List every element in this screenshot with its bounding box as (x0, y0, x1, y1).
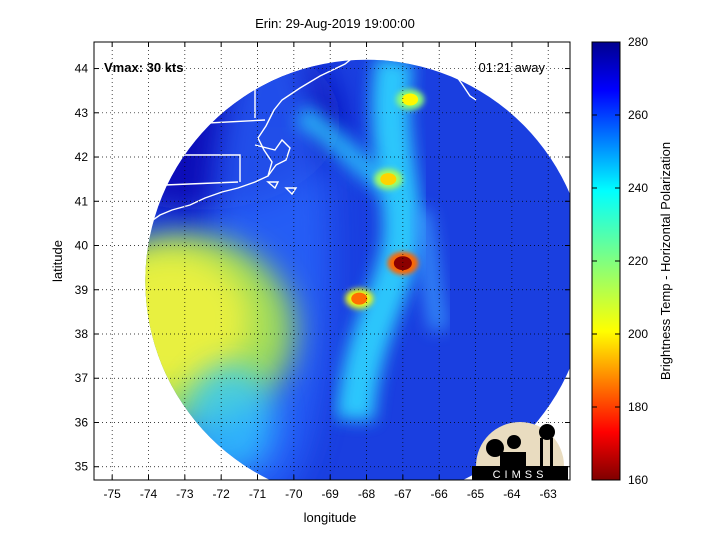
vmax-annotation: Vmax: 30 kts (104, 60, 184, 75)
colorbar-tick-label: 160 (628, 473, 648, 487)
x-tick-label: -63 (540, 487, 558, 501)
cimss-logo: CIMSS (472, 422, 568, 481)
y-tick-label: 39 (75, 283, 89, 297)
colorbar-label: Brightness Temp - Horizontal Polarizatio… (658, 142, 673, 380)
y-axis-label: latitude (50, 240, 65, 282)
colorbar-tick-label: 260 (628, 108, 648, 122)
storm-core-center (393, 256, 412, 271)
y-tick-label: 38 (75, 327, 89, 341)
axis-ticks: -75 -74 -73 -72 -71 -70 -69 -68 -67 -66 -65 -64 -63 3… (75, 42, 570, 501)
water-tower-icon (539, 424, 555, 440)
cell-2 (402, 93, 419, 106)
colorbar-tick-label: 240 (628, 181, 648, 195)
y-tick-label: 41 (75, 194, 89, 208)
y-tick-label: 40 (75, 239, 89, 253)
y-tick-label: 43 (75, 106, 89, 120)
colorbar-tick-label: 280 (628, 35, 648, 49)
x-tick-label: -70 (285, 487, 303, 501)
colorbar-tick-label: 180 (628, 400, 648, 414)
x-tick-label: -72 (213, 487, 231, 501)
plot-frame (93, 41, 571, 481)
x-tick-label: -69 (322, 487, 340, 501)
y-tick-label: 35 (75, 460, 89, 474)
storm-features (345, 89, 425, 309)
colorbar: 160 180 200 220 240 260 280 Brightness Temp - … (591, 35, 673, 487)
y-tick-label: 42 (75, 150, 89, 164)
x-tick-label: -75 (103, 487, 121, 501)
satellite-dish-icon (486, 439, 504, 457)
x-tick-label: -67 (394, 487, 412, 501)
x-tick-label: -73 (176, 487, 194, 501)
x-tick-label: -66 (431, 487, 449, 501)
y-tick-label: 44 (75, 62, 89, 76)
cell-1 (351, 292, 368, 305)
y-tick-label: 37 (75, 371, 89, 385)
x-tick-label: -64 (503, 487, 521, 501)
x-tick-label: -71 (249, 487, 267, 501)
x-axis-label: longitude (304, 510, 357, 525)
rainband-north (380, 173, 397, 186)
colorbar-tick-label: 220 (628, 254, 648, 268)
time-offset-annotation: 01:21 away (479, 60, 546, 75)
coastline (94, 42, 521, 316)
x-tick-label: -68 (358, 487, 376, 501)
x-tick-label: -65 (467, 487, 485, 501)
logo-text: CIMSS (493, 469, 548, 481)
chart-title: Erin: 29-Aug-2019 19:00:00 (255, 16, 415, 31)
colorbar-tick-label: 200 (628, 327, 648, 341)
colorbar-ticks: 160 180 200 220 240 260 280 (592, 35, 648, 487)
y-tick-label: 36 (75, 415, 89, 429)
x-tick-label: -74 (140, 487, 158, 501)
